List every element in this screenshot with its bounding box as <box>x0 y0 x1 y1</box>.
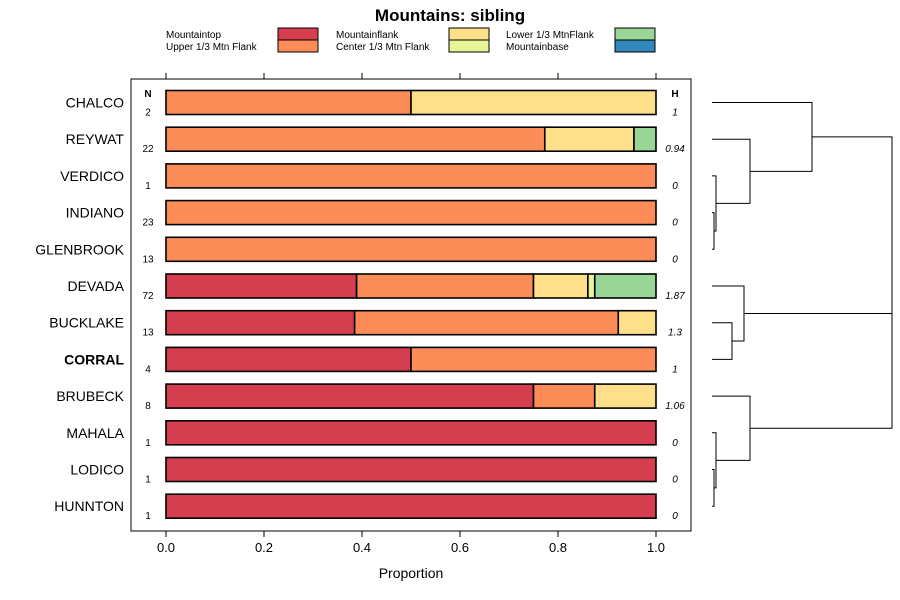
n-value-brubeck: 8 <box>145 401 151 412</box>
x-tick-label-2: 0.4 <box>353 540 371 555</box>
h-value-corral: 1 <box>672 364 678 375</box>
dendrogram-link-5 <box>712 285 745 342</box>
h-value-lodico: 0 <box>672 475 678 486</box>
site-label-indiano: INDIANO <box>66 205 124 221</box>
bar-segment-bucklake-mountainflank <box>617 309 657 336</box>
bar-segment-brubeck-mountaintop <box>165 383 535 409</box>
legend-label-mountaintop: Mountaintop <box>166 30 221 41</box>
plot-frame <box>130 78 692 532</box>
site-label-hunnton: HUNNTON <box>54 498 124 514</box>
legend-label-lower-1-3-mtnflank: Lower 1/3 MtnFlank <box>506 30 595 41</box>
n-value-reywat: 22 <box>142 144 154 155</box>
site-label-verdico: VERDICO <box>60 168 124 184</box>
dendrogram-link-8 <box>712 102 813 172</box>
x-tick-label-5: 1.0 <box>647 540 665 555</box>
chart-title: Mountains: sibling <box>375 6 525 25</box>
h-value-devada: 1.87 <box>665 291 685 302</box>
site-label-reywat: REYWAT <box>66 131 125 147</box>
bar-segment-glenbrook-upper-1-3-mtn-flank <box>165 236 657 263</box>
bar-segment-devada-center-1-3-mtn-flank <box>587 273 596 299</box>
n-value-hunnton: 1 <box>145 511 151 522</box>
x-tick-label-0: 0.0 <box>157 540 175 555</box>
bar-segment-reywat-mountainflank <box>543 126 635 152</box>
dendrogram-link-0 <box>712 212 715 250</box>
bar-segment-verdico-upper-1-3-mtn-flank <box>165 163 657 189</box>
bar-segment-corral-upper-1-3-mtn-flank <box>410 346 657 373</box>
dendrogram-link-4 <box>712 322 733 360</box>
legend-label-center-1-3-mtn-flank: Center 1/3 Mtn Flank <box>336 42 430 53</box>
n-value-corral: 4 <box>145 364 151 375</box>
bar-segment-devada-lower-1-3-mtnflank <box>593 273 657 299</box>
n-value-bucklake: 13 <box>142 328 154 339</box>
bar-segment-bucklake-upper-1-3-mtn-flank <box>353 309 620 336</box>
site-label-brubeck: BRUBECK <box>56 388 124 404</box>
bar-segment-reywat-upper-1-3-mtn-flank <box>165 126 546 152</box>
legend-swatch-lower-1-3-mtnflank <box>614 27 656 41</box>
dendrogram-link-2 <box>712 469 715 507</box>
legend-label-upper-1-3-mtn-flank: Upper 1/3 Mtn Flank <box>166 42 258 53</box>
legend-swatch-center-1-3-mtn-flank <box>448 39 490 53</box>
dendrogram-link-10 <box>812 136 893 371</box>
legend-swatch-mountaintop <box>277 27 319 41</box>
n-value-devada: 72 <box>142 291 154 302</box>
dendrogram-link-7 <box>712 138 751 204</box>
h-value-chalco: 1 <box>672 108 678 119</box>
site-label-lodico: LODICO <box>70 462 124 478</box>
bar-segment-devada-mountainflank <box>532 273 589 299</box>
bar-segment-corral-mountaintop <box>165 346 412 373</box>
site-label-bucklake: BUCKLAKE <box>49 315 124 331</box>
bar-segment-bucklake-mountaintop <box>165 309 356 336</box>
legend-swatch-mountainflank <box>448 27 490 41</box>
x-tick-label-4: 0.8 <box>549 540 567 555</box>
h-value-hunnton: 0 <box>672 511 678 522</box>
h-value-glenbrook: 0 <box>672 254 678 265</box>
bar-segment-brubeck-upper-1-3-mtn-flank <box>532 383 596 409</box>
bar-rows: CHALCO 2 1 REYWAT 22 0.94 VERDICO 1 0 INDIANO 23 0 G… <box>35 89 685 522</box>
h-column-header: H <box>671 89 678 100</box>
bar-segment-devada-mountaintop <box>165 273 358 299</box>
bar-segment-devada-upper-1-3-mtn-flank <box>355 273 535 299</box>
dendrogram <box>712 102 893 507</box>
h-value-bucklake: 1.3 <box>668 328 682 339</box>
site-label-chalco: CHALCO <box>66 95 124 111</box>
bar-segment-mahala-mountaintop <box>165 419 657 446</box>
h-value-brubeck: 1.06 <box>665 401 685 412</box>
dendrogram-link-9 <box>744 313 893 429</box>
n-value-mahala: 1 <box>145 438 151 449</box>
h-value-indiano: 0 <box>672 218 678 229</box>
n-value-lodico: 1 <box>145 475 151 486</box>
bar-segment-brubeck-mountainflank <box>593 383 657 409</box>
x-tick-label-1: 0.2 <box>255 540 273 555</box>
h-value-mahala: 0 <box>672 438 678 449</box>
n-column-header: N <box>144 89 151 100</box>
bar-segment-indiano-upper-1-3-mtn-flank <box>165 199 657 226</box>
site-label-mahala: MAHALA <box>66 425 124 441</box>
h-value-verdico: 0 <box>672 181 678 192</box>
legend-swatch-upper-1-3-mtn-flank <box>277 39 319 53</box>
bar-segment-hunnton-mountaintop <box>165 493 657 520</box>
bar-segment-chalco-upper-1-3-mtn-flank <box>165 89 412 116</box>
site-label-devada: DEVADA <box>67 278 124 294</box>
site-label-glenbrook: GLENBROOK <box>35 241 124 257</box>
n-value-chalco: 2 <box>145 108 151 119</box>
h-value-reywat: 0.94 <box>665 144 685 155</box>
x-axis: 0.0 0.2 0.4 0.6 0.8 1.0 <box>157 73 665 555</box>
n-value-indiano: 23 <box>142 218 154 229</box>
x-tick-label-3: 0.6 <box>451 540 469 555</box>
legend-label-mountainflank: Mountainflank <box>336 30 399 41</box>
bar-segment-chalco-mountainflank <box>410 89 657 116</box>
n-value-glenbrook: 13 <box>142 254 154 265</box>
dendrogram-link-6 <box>712 395 751 461</box>
site-label-corral: CORRAL <box>64 351 124 367</box>
x-axis-label: Proportion <box>379 565 444 581</box>
bar-segment-lodico-mountaintop <box>165 456 657 483</box>
n-value-verdico: 1 <box>145 181 151 192</box>
legend-swatch-mountainbase <box>614 39 656 53</box>
legend-label-mountainbase: Mountainbase <box>506 42 569 53</box>
bar-segment-reywat-lower-1-3-mtnflank <box>633 126 657 152</box>
